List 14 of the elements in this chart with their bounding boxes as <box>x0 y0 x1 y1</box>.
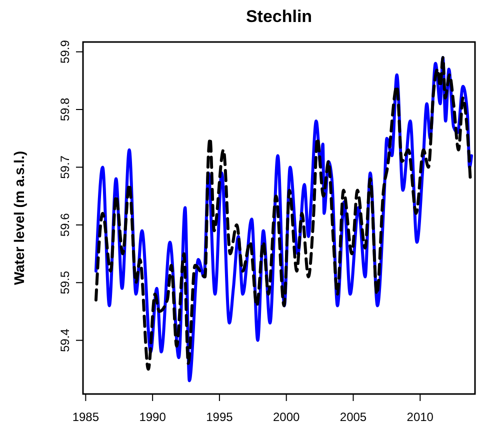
y-tick-label: 59.9 <box>58 40 72 64</box>
x-tick-label: 2000 <box>273 410 300 424</box>
x-tick-label: 1995 <box>206 410 234 424</box>
x-tick-label: 2010 <box>406 410 434 424</box>
x-tick-label: 1985 <box>72 410 100 424</box>
y-tick-label: 59.7 <box>58 155 72 179</box>
x-tick-label: 1990 <box>139 410 166 424</box>
y-tick-label: 59.5 <box>58 270 72 294</box>
chart-title: Stechlin <box>246 7 312 26</box>
y-tick-label: 59.8 <box>58 98 72 122</box>
y-tick-label: 59.4 <box>58 328 72 352</box>
x-tick-label: 2005 <box>340 410 367 424</box>
y-tick-label: 59.6 <box>58 212 72 237</box>
y-axis-title: Water level (m a.s.l.) <box>11 150 27 286</box>
